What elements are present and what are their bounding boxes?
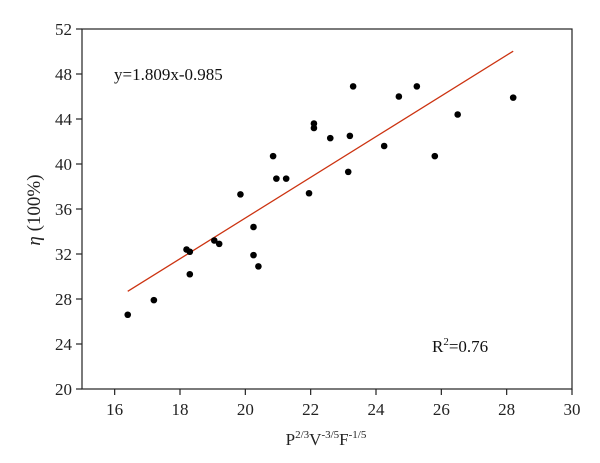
data-point (124, 311, 132, 319)
data-point (380, 142, 388, 150)
data-point (310, 124, 318, 132)
data-point (346, 132, 354, 140)
x-tick-label: 26 (433, 400, 450, 419)
data-point (255, 263, 262, 270)
data-point (186, 248, 194, 256)
y-axis-title: η (100%) (24, 174, 45, 245)
data-point (215, 240, 223, 248)
data-point (344, 168, 352, 176)
y-tick-label: 20 (55, 380, 72, 399)
y-tick-label: 32 (55, 245, 72, 264)
data-point (431, 152, 439, 160)
y-tick-label: 40 (55, 155, 72, 174)
x-axis-title: P2/3V-3/5F-1/5 (286, 429, 367, 449)
data-point (326, 134, 334, 142)
y-tick-label: 24 (55, 335, 73, 354)
data-point (237, 191, 244, 198)
x-tick-label: 24 (368, 400, 386, 419)
y-tick-label: 28 (55, 290, 72, 309)
regression-line (127, 50, 514, 292)
y-tick-label: 36 (55, 200, 72, 219)
x-tick-label: 20 (237, 400, 254, 419)
data-point (186, 270, 194, 278)
y-tick-label: 44 (55, 110, 73, 129)
y-tick-label: 52 (55, 20, 72, 39)
data-point (273, 175, 280, 182)
data-point (150, 296, 158, 304)
data-point (282, 175, 290, 182)
data-point (250, 251, 257, 259)
x-tick-label: 16 (106, 400, 123, 419)
data-point (413, 83, 421, 90)
x-axis-ticks: 16 18 20 22 24 26 28 30 (106, 389, 581, 419)
r-squared-label: R2=0.76 (432, 336, 488, 356)
data-point (269, 152, 277, 160)
y-tick-label: 48 (55, 65, 72, 84)
data-point (509, 94, 517, 101)
x-tick-label: 22 (302, 400, 319, 419)
data-point (211, 237, 218, 244)
data-point (395, 93, 403, 100)
data-point (305, 189, 313, 197)
y-axis-ticks: 20 24 28 32 36 40 44 48 52 (55, 20, 82, 399)
plot-frame (81, 28, 573, 390)
data-point (454, 111, 461, 118)
x-tick-label: 28 (498, 400, 515, 419)
x-tick-label: 18 (172, 400, 189, 419)
equation-label: y=1.809x-0.985 (114, 65, 223, 84)
x-tick-label: 30 (564, 400, 581, 419)
data-points (124, 83, 517, 319)
data-point (250, 223, 257, 231)
data-point (349, 83, 357, 90)
